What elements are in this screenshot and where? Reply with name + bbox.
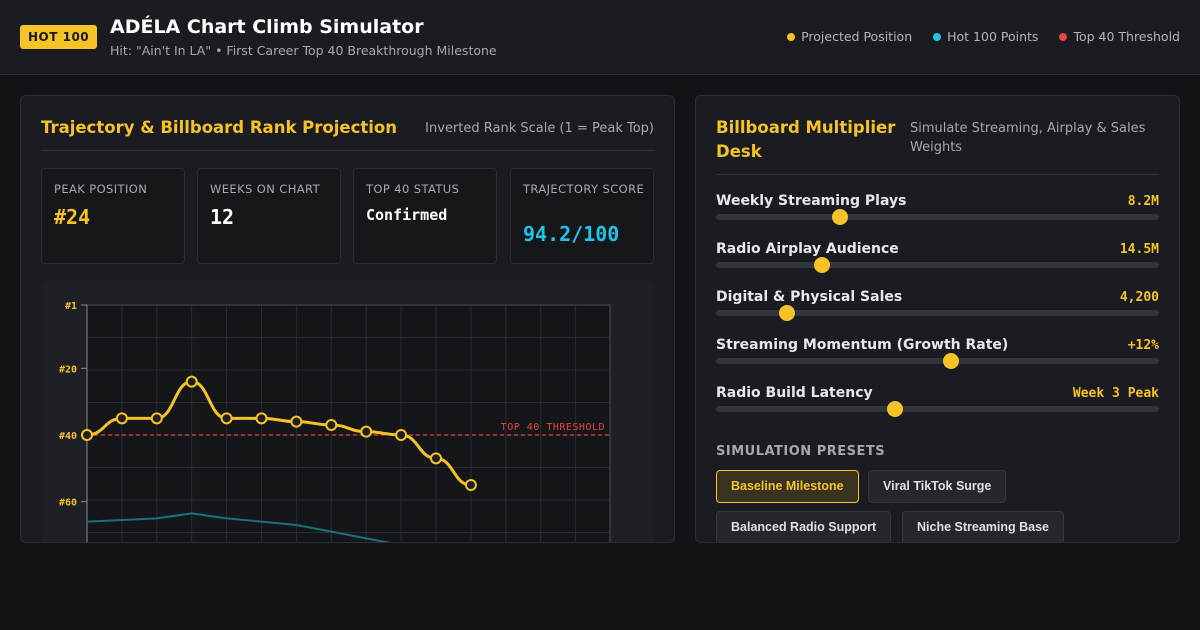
projected-position-point [360,425,373,438]
panel-divider [716,174,1159,175]
projected-position-point [464,479,477,491]
slider-track[interactable] [716,401,1159,417]
projected-position-point [81,429,93,441]
projected-position-point [150,412,163,425]
stat-value: Confirmed [366,206,448,224]
hot-100-points-series-line [86,512,391,542]
slider-value: +12% [1127,338,1159,353]
legend-label: Projected Position [801,29,913,44]
stat-value: #24 [54,205,91,229]
legend-item-projected: Projected Position [787,29,912,44]
slider-value: Week 3 Peak [1072,386,1159,401]
slider-track[interactable] [716,305,1159,321]
slider-track[interactable] [716,209,1159,225]
presets-title: SIMULATION PRESETS [716,444,886,459]
slider-streaming-momentum: Streaming Momentum (Growth Rate) +12% [716,337,1159,377]
legend-dot-icon [933,32,942,41]
trajectory-chart-svg: #1 #20 #40 #60 TOP 40 THRESHOLD [59,301,611,542]
stat-value: 94.2/100 [523,222,620,246]
stat-card-peak-position: PEAK POSITION #24 [41,168,185,264]
app-header: HOT 100 ADÉLA Chart Climb Simulator Hit:… [0,0,1200,75]
multiplier-desk-panel: Billboard Multiplier Desk Simulate Strea… [695,95,1180,543]
multiplier-desk-note: Simulate Streaming, Airplay & Sales Weig… [910,121,1146,155]
trajectory-panel-note: Inverted Rank Scale (1 = Peak Top) [425,121,654,136]
slider-thumb[interactable] [778,305,795,321]
slider-weekly-streaming: Weekly Streaming Plays 8.2M [716,193,1159,233]
slider-label: Weekly Streaming Plays [716,193,907,209]
legend-dot-icon [787,32,796,41]
slider-track[interactable] [716,257,1159,273]
stat-label: PEAK POSITION [54,182,148,196]
projected-position-point [115,412,128,425]
plot-area [87,305,610,542]
slider-thumb[interactable] [832,209,849,225]
preset-baseline-milestone-button[interactable]: Baseline Milestone [716,470,859,503]
preset-balanced-radio-button[interactable]: Balanced Radio Support [716,511,892,542]
slider-thumb[interactable] [814,257,831,273]
stat-card-weeks-on-chart: WEEKS ON CHART 12 [197,168,341,264]
projected-position-point [255,412,268,425]
projected-position-point [290,415,303,428]
projected-position-point [220,412,233,425]
trajectory-panel: Trajectory & Billboard Rank Projection I… [20,95,675,543]
y-tick-label: #1 [65,301,77,312]
stat-card-top-40-status: TOP 40 STATUS Confirmed [353,168,497,264]
slider-digital-sales: Digital & Physical Sales 4,200 [716,289,1159,329]
legend-dot-icon [1059,32,1068,41]
legend-label: Top 40 Threshold [1073,29,1180,44]
stat-card-trajectory-score: TRAJECTORY SCORE 94.2/100 [510,168,654,264]
trajectory-chart: #1 #20 #40 #60 TOP 40 THRESHOLD [41,280,655,542]
projected-position-point [395,429,408,441]
slider-value: 8.2M [1127,194,1159,209]
hot-100-badge: HOT 100 [20,25,98,49]
preset-niche-streaming-button[interactable]: Niche Streaming Base [902,511,1064,542]
slider-value: 4,200 [1119,290,1159,305]
slider-label: Digital & Physical Sales [716,289,903,305]
stat-label: TRAJECTORY SCORE [523,182,645,196]
slider-label: Radio Airplay Audience [716,241,899,257]
chart-legend: Projected Position Hot 100 Points Top 40… [787,29,1180,44]
y-tick-label: #60 [59,498,77,509]
trajectory-panel-title: Trajectory & Billboard Rank Projection [41,118,397,137]
projected-position-point [185,375,198,388]
slider-radio-airplay: Radio Airplay Audience 14.5M [716,241,1159,281]
legend-label: Hot 100 Points [947,29,1039,44]
projected-position-point [325,419,338,431]
slider-value: 14.5M [1119,242,1159,257]
stat-label: WEEKS ON CHART [210,182,321,196]
multiplier-desk-title: Billboard Multiplier Desk [716,118,896,161]
slider-thumb[interactable] [942,353,959,369]
slider-label: Radio Build Latency [716,385,873,401]
y-tick-label: #20 [59,364,77,375]
stat-label: TOP 40 STATUS [366,182,460,196]
stat-value: 12 [210,205,235,229]
app-subtitle: Hit: "Ain't In LA" • First Career Top 40… [110,43,497,58]
preset-viral-tiktok-button[interactable]: Viral TikTok Surge [868,470,1007,503]
top-40-threshold-label: TOP 40 THRESHOLD [501,422,605,433]
legend-item-points: Hot 100 Points [933,29,1038,44]
projected-position-point [430,452,442,465]
slider-radio-build-latency: Radio Build Latency Week 3 Peak [716,385,1159,425]
legend-item-threshold: Top 40 Threshold [1059,29,1180,44]
app-title: ADÉLA Chart Climb Simulator [110,16,424,38]
y-tick-label: #40 [59,431,77,442]
slider-thumb[interactable] [887,401,904,417]
panel-divider [41,150,655,151]
slider-track[interactable] [716,353,1159,369]
slider-label: Streaming Momentum (Growth Rate) [716,337,1009,353]
